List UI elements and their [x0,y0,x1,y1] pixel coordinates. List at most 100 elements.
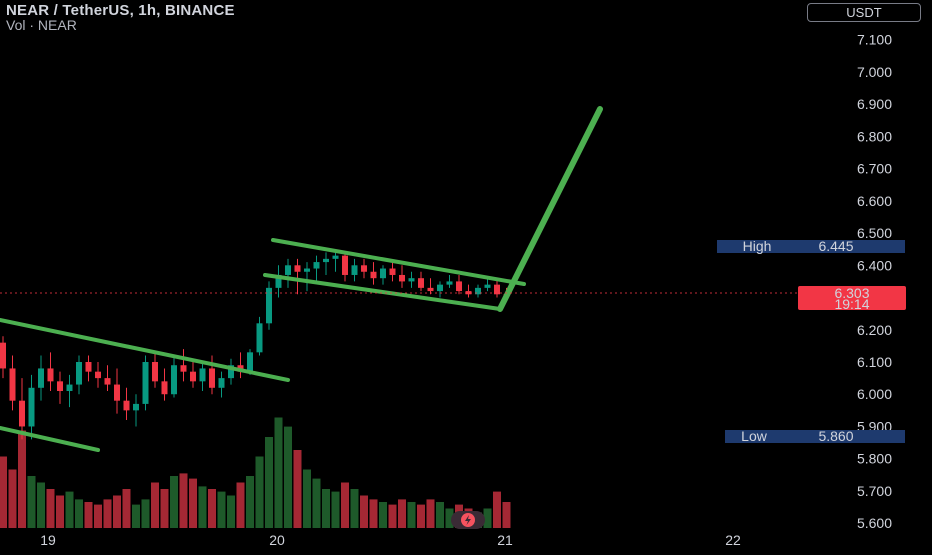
volume-bar [379,502,387,528]
volume-bar [27,476,36,528]
candle-body [152,362,158,382]
volume-bar [132,504,140,528]
candle-body [171,365,177,395]
candle-body [332,255,339,259]
volume-bar [122,489,131,528]
candle-body [275,274,282,288]
price-tick-label: 6.200 [857,322,892,338]
candle-body [209,368,215,388]
breakout-arrow-line [497,106,603,312]
volume-bar [312,478,321,528]
time-axis[interactable]: 19 20 21 22 [40,532,741,548]
volume-bar [84,502,93,528]
candle-body [38,368,44,388]
volume-bar [8,469,17,528]
candle-body [456,281,462,292]
price-tick-label: 6.000 [857,386,892,402]
price-tick-label: 7.100 [857,32,892,48]
volume-bar [217,491,226,528]
trend-line-lower-left-1 [0,318,290,382]
time-tick-label: 20 [269,532,285,548]
candle-body [28,387,35,427]
volume-bar [94,504,102,528]
volume-bar [360,495,368,528]
countdown-timer: 19:14 [834,296,869,312]
candle-body [85,362,92,372]
volume-bar [255,456,264,528]
candle-body [199,368,206,382]
volume-bar [398,499,406,528]
flag-pattern-drawing [0,106,603,452]
candle-body [380,268,386,279]
high-value: 6.445 [818,238,853,254]
candle-body [294,265,301,272]
high-marker: High 6.445 [717,238,905,254]
price-tick-label: 6.800 [857,128,892,144]
price-axis[interactable]: 7.100 7.000 6.900 6.800 6.700 6.600 6.500 6.400… [857,32,892,531]
candle-body [427,287,434,292]
candle-body [304,268,310,272]
high-label: High [743,238,772,254]
volume-bar [407,502,416,528]
volume-bar [388,504,397,528]
volume-bar [75,499,83,528]
volume-bar [284,426,292,528]
low-marker: Low 5.860 [725,428,905,444]
volume-bar [208,489,216,528]
candle-body [446,281,453,285]
candle-body [228,365,234,379]
volume-bar [198,486,207,528]
price-tick-label: 6.600 [857,193,892,209]
price-tick-label: 6.700 [857,161,892,177]
volume-bar [493,491,501,528]
candle-body [484,284,491,288]
candle-body [351,265,358,275]
volume-bar [0,456,7,528]
currency-button[interactable]: USDT [807,3,921,22]
candle-body [218,378,225,388]
candle-body [437,284,443,292]
candle-body [123,400,130,411]
candle-body [161,381,168,395]
price-tick-label: 5.800 [857,451,892,467]
last-price-tag: 6.303 19:14 [798,285,906,312]
price-tick-label: 6.500 [857,225,892,241]
volume-bar [189,478,197,528]
volume-bar [179,473,188,528]
volume-bar [103,499,112,528]
volume-bar [426,499,435,528]
volume-bar [417,504,425,528]
price-tick-label: 5.600 [857,515,892,531]
volume-bar [331,491,340,528]
volume-bar [502,502,511,528]
volume-bar [303,469,311,528]
low-value: 5.860 [818,428,853,444]
volume-bar [436,502,444,528]
volume-bar [246,476,254,528]
volume-bar [274,417,283,528]
candle-body [285,265,291,275]
volume-indicator-label[interactable]: Vol · NEAR [6,17,77,33]
volume-bar [322,489,330,528]
candle-body [389,268,396,275]
low-label: Low [741,428,768,444]
volume-bar [46,489,55,528]
last-price-value: 6.303 [834,285,869,301]
time-tick-label: 22 [725,532,741,548]
candle-body [361,265,367,272]
candle-body [256,323,263,353]
candle-body [47,368,54,382]
symbol-title: NEAR / TetherUS, 1h, BINANCE [6,2,235,19]
volume-bar [170,476,178,528]
candle-body [266,287,272,324]
flag-lower-line [263,273,502,311]
volume-bar [227,495,235,528]
candle-body [465,291,472,295]
volume-bar [445,508,454,528]
candles [0,250,510,440]
lightning-icon[interactable] [451,511,485,529]
candle-body [76,362,82,385]
candle-body [408,278,415,282]
